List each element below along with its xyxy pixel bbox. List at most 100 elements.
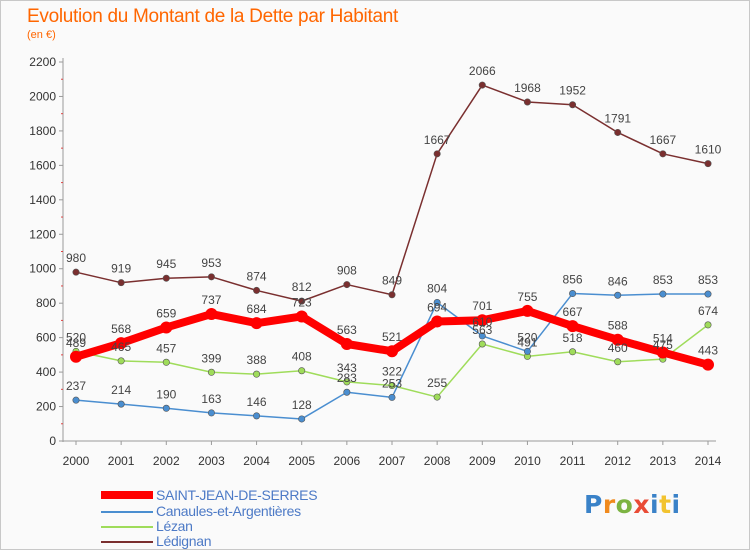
y-tick-label: 1800 <box>29 124 56 138</box>
data-label: 849 <box>382 274 402 288</box>
data-label: 919 <box>111 262 131 276</box>
data-point <box>117 357 125 365</box>
data-point <box>70 350 82 363</box>
legend-swatch <box>101 491 153 499</box>
data-label: 874 <box>247 269 267 283</box>
data-point <box>659 290 667 298</box>
data-label: 701 <box>472 299 492 313</box>
data-point <box>253 286 261 294</box>
data-label: 475 <box>653 338 673 352</box>
data-label: 908 <box>337 264 357 278</box>
data-point <box>704 160 712 168</box>
data-label: 1667 <box>424 133 451 147</box>
data-point <box>298 297 306 305</box>
data-label: 514 <box>653 331 673 345</box>
y-axis-unit-label: (en €) <box>27 29 56 41</box>
y-tick-label: 1000 <box>29 262 56 276</box>
data-label: 1791 <box>604 111 631 125</box>
data-point <box>614 291 622 299</box>
data-point <box>162 404 170 412</box>
data-label: 460 <box>608 341 628 355</box>
data-label: 945 <box>156 257 176 271</box>
data-point <box>614 358 622 366</box>
y-tick-label: 1200 <box>29 227 56 241</box>
data-label: 1952 <box>559 84 586 98</box>
data-point <box>478 340 486 348</box>
data-label: 1968 <box>514 81 541 95</box>
data-point <box>659 150 667 158</box>
legend-label: Lézan <box>156 518 193 534</box>
data-point <box>566 320 579 333</box>
legend-label: Canaules-et-Argentières <box>156 503 301 519</box>
x-tick-label: 2012 <box>604 454 631 468</box>
data-point <box>343 388 351 396</box>
data-point <box>478 332 486 340</box>
data-point <box>253 370 261 378</box>
y-tick-label: 2000 <box>29 89 56 103</box>
data-point <box>207 409 215 417</box>
data-point <box>160 321 173 334</box>
x-tick-label: 2002 <box>153 454 180 468</box>
data-point <box>207 368 215 376</box>
data-label: 343 <box>337 361 357 375</box>
data-label: 568 <box>111 322 131 336</box>
y-tick-label: 800 <box>36 296 56 310</box>
data-label: 659 <box>156 306 176 320</box>
data-label: 457 <box>156 341 176 355</box>
x-tick-label: 2008 <box>424 454 451 468</box>
data-label: 723 <box>292 295 312 309</box>
data-label: 283 <box>337 371 357 385</box>
data-label: 694 <box>427 300 447 314</box>
data-label: 521 <box>382 330 402 344</box>
data-point <box>521 304 534 317</box>
logo-letter: x <box>633 490 650 519</box>
data-point <box>117 279 125 287</box>
data-point <box>72 396 80 404</box>
x-tick-label: 2013 <box>650 454 677 468</box>
data-point <box>388 382 396 390</box>
data-point <box>298 415 306 423</box>
data-label: 388 <box>247 353 267 367</box>
x-tick-label: 2006 <box>334 454 361 468</box>
data-label: 755 <box>517 290 537 304</box>
data-label: 408 <box>292 350 312 364</box>
data-point <box>205 308 218 321</box>
data-label: 520 <box>517 330 537 344</box>
logo-letter: P <box>584 490 603 519</box>
series-lines <box>70 81 714 423</box>
data-point <box>656 346 669 359</box>
axes: 0 200 400 600 800 1000 1200 1400 1600 1800 2000 220… <box>29 55 721 468</box>
data-label: 846 <box>608 274 628 288</box>
legend-label: SAINT-JEAN-DE-SERRES <box>156 487 318 503</box>
data-point <box>250 317 263 330</box>
data-point <box>298 367 306 375</box>
data-point <box>343 281 351 289</box>
chart-title: Evolution du Montant de la Dette par Hab… <box>27 6 398 27</box>
y-tick-label: 1400 <box>29 193 56 207</box>
y-tick-label: 0 <box>49 434 56 448</box>
data-point <box>162 358 170 366</box>
data-point <box>476 314 489 327</box>
data-label: 953 <box>201 256 221 270</box>
data-label: 812 <box>292 280 312 294</box>
proxiti-logo: Proxiti <box>584 490 681 519</box>
x-tick-label: 2000 <box>63 454 90 468</box>
data-point <box>115 337 128 350</box>
data-point <box>614 128 622 136</box>
data-point <box>523 98 531 106</box>
y-tick-label: 200 <box>36 400 56 414</box>
x-tick-label: 2004 <box>243 454 270 468</box>
x-tick-label: 2009 <box>469 454 496 468</box>
logo-letter: r <box>602 490 616 519</box>
data-point <box>433 298 441 306</box>
data-label: 518 <box>563 331 583 345</box>
data-point <box>611 333 624 346</box>
data-label: 465 <box>111 340 131 354</box>
logo-letter: i <box>671 490 681 519</box>
data-point <box>388 291 396 299</box>
data-label: 253 <box>382 376 402 390</box>
y-tick-label: 1600 <box>29 158 56 172</box>
data-label: 214 <box>111 383 131 397</box>
data-label: 399 <box>201 351 221 365</box>
